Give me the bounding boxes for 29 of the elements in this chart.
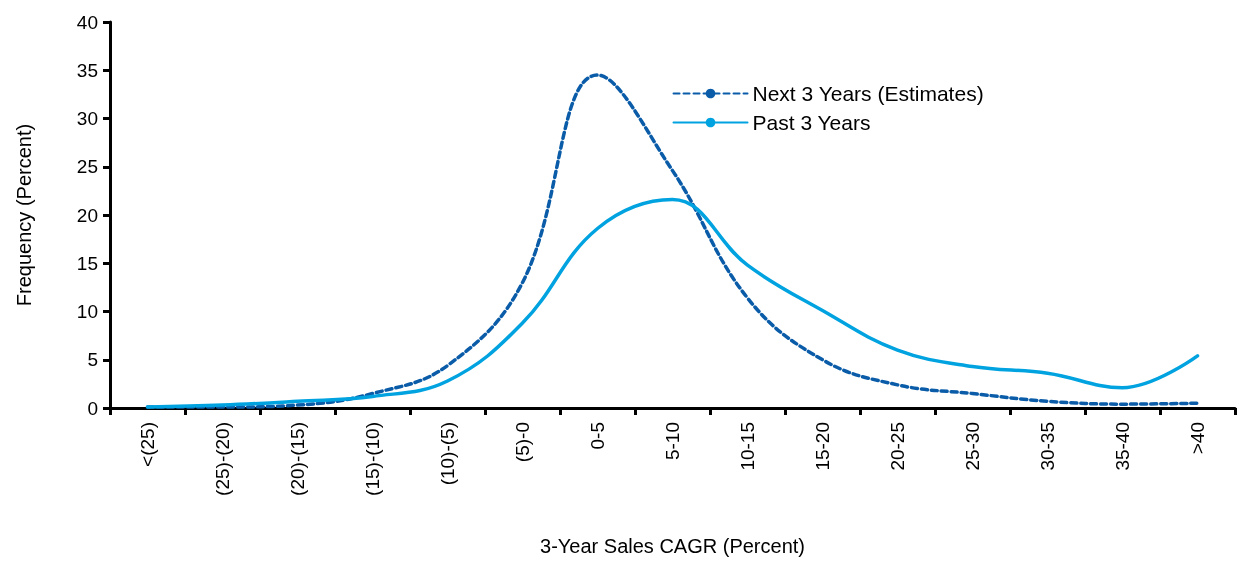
legend-label: Next 3 Years (Estimates) — [752, 82, 984, 105]
x-tick-label: <(25) — [137, 422, 158, 467]
x-tick-label: (20)-(15) — [287, 422, 308, 496]
y-tick-label: 20 — [76, 204, 98, 226]
y-tick-label: 35 — [76, 59, 98, 81]
x-tick-label: (15)-(10) — [362, 422, 383, 496]
x-tick-label: 5-10 — [662, 422, 683, 461]
x-tick-label: (5)-0 — [512, 422, 533, 463]
x-tick-label: 30-35 — [1037, 422, 1058, 471]
x-tick-label: >40 — [1187, 422, 1208, 455]
x-tick-label: 15-20 — [812, 422, 833, 471]
y-tick-label: 15 — [76, 252, 98, 274]
x-tick-label: (25)-(20) — [212, 422, 233, 496]
y-tick-label: 0 — [87, 397, 98, 419]
x-tick-label: 0-5 — [587, 422, 608, 450]
x-tick-label: (10)-(5) — [437, 422, 458, 486]
y-tick-label: 25 — [76, 156, 98, 178]
y-tick-label: 10 — [76, 301, 98, 322]
x-tick-label: 35-40 — [1112, 422, 1133, 471]
x-tick-label: 25-30 — [962, 422, 983, 471]
legend-label: Past 3 Years — [752, 111, 871, 134]
y-axis-title: Frequency (Percent) — [13, 123, 35, 307]
line-series — [145, 197, 1200, 409]
y-tick-label: 5 — [87, 349, 98, 371]
y-tick-label: 40 — [76, 11, 98, 33]
x-axis-title: 3-Year Sales CAGR (Percent) — [540, 535, 805, 557]
x-tick-label: 20-25 — [887, 422, 908, 471]
x-tick-label: 10-15 — [737, 422, 758, 471]
y-tick-label: 30 — [76, 108, 98, 129]
